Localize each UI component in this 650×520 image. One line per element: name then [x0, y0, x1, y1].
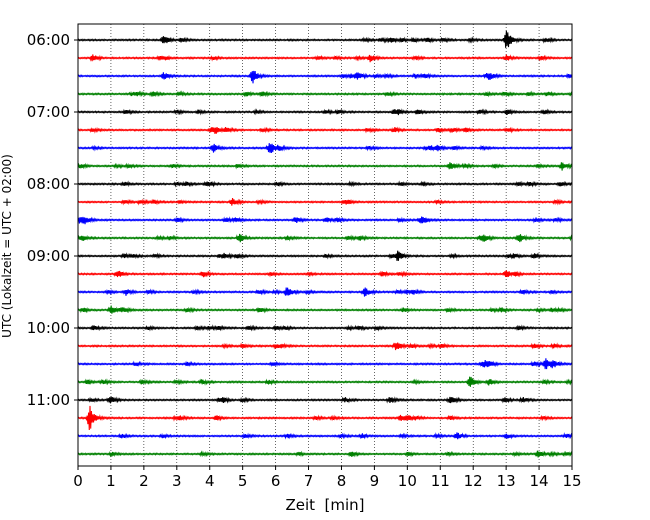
plot-frame	[77, 23, 573, 467]
seismic-trace	[77, 126, 573, 134]
seismic-trace	[77, 287, 573, 297]
seismic-trace	[77, 54, 573, 63]
seismic-trace	[77, 305, 573, 314]
seismic-trace	[77, 108, 573, 116]
seismic-trace	[77, 405, 573, 430]
seismic-trace	[77, 250, 573, 261]
y-tick-label: 10:00	[27, 319, 70, 337]
x-tick-label: 8	[337, 472, 347, 490]
seismic-trace	[77, 180, 573, 188]
y-axis-ticks: 06:00 07:00 08:00 09:00 10:00 11:00	[27, 31, 78, 409]
seismic-trace	[77, 70, 573, 84]
seismic-trace	[77, 162, 573, 171]
x-tick-label: 15	[562, 472, 581, 490]
trace-group	[77, 30, 573, 458]
seismic-trace	[77, 432, 573, 440]
x-tick-label: 0	[73, 472, 83, 490]
y-axis-label: UTC (Lokalzeit = UTC + 02:00)	[0, 154, 14, 338]
x-tick-label: 12	[464, 472, 483, 490]
x-axis-ticks: 0 1 2 3 4 5 6 7 8 9 10 11 12 13 14 15	[73, 466, 582, 490]
x-tick-label: 13	[497, 472, 516, 490]
seismic-trace	[77, 197, 573, 206]
x-tick-label: 11	[431, 472, 450, 490]
seismic-trace	[77, 376, 573, 387]
x-tick-label: 4	[205, 472, 215, 490]
seismic-trace	[77, 90, 573, 98]
x-tick-label: 3	[172, 472, 182, 490]
plot-background	[78, 24, 572, 466]
seismic-trace	[77, 30, 573, 48]
x-axis-label: Zeit [min]	[285, 496, 364, 514]
seismic-trace	[77, 324, 573, 332]
y-tick-label: 11:00	[27, 391, 70, 409]
x-tick-label: 14	[530, 472, 549, 490]
y-tick-label: 09:00	[27, 247, 70, 265]
seismic-trace	[77, 396, 573, 404]
x-tick-label: 2	[139, 472, 149, 490]
y-tick-label: 08:00	[27, 175, 70, 193]
seismic-trace	[77, 143, 573, 154]
seismic-trace	[77, 270, 573, 278]
x-tick-label: 5	[238, 472, 248, 490]
y-tick-label: 07:00	[27, 103, 70, 121]
seismic-trace	[77, 358, 573, 370]
seismic-trace	[77, 450, 573, 458]
x-tick-label: 1	[106, 472, 116, 490]
seismic-trace	[77, 216, 573, 225]
x-tick-label: 10	[398, 472, 417, 490]
y-tick-label: 06:00	[27, 31, 70, 49]
x-tick-label: 6	[271, 472, 281, 490]
x-tick-label: 9	[370, 472, 380, 490]
seismic-trace	[77, 233, 573, 243]
seismic-trace	[77, 342, 573, 351]
x-tick-label: 7	[304, 472, 314, 490]
